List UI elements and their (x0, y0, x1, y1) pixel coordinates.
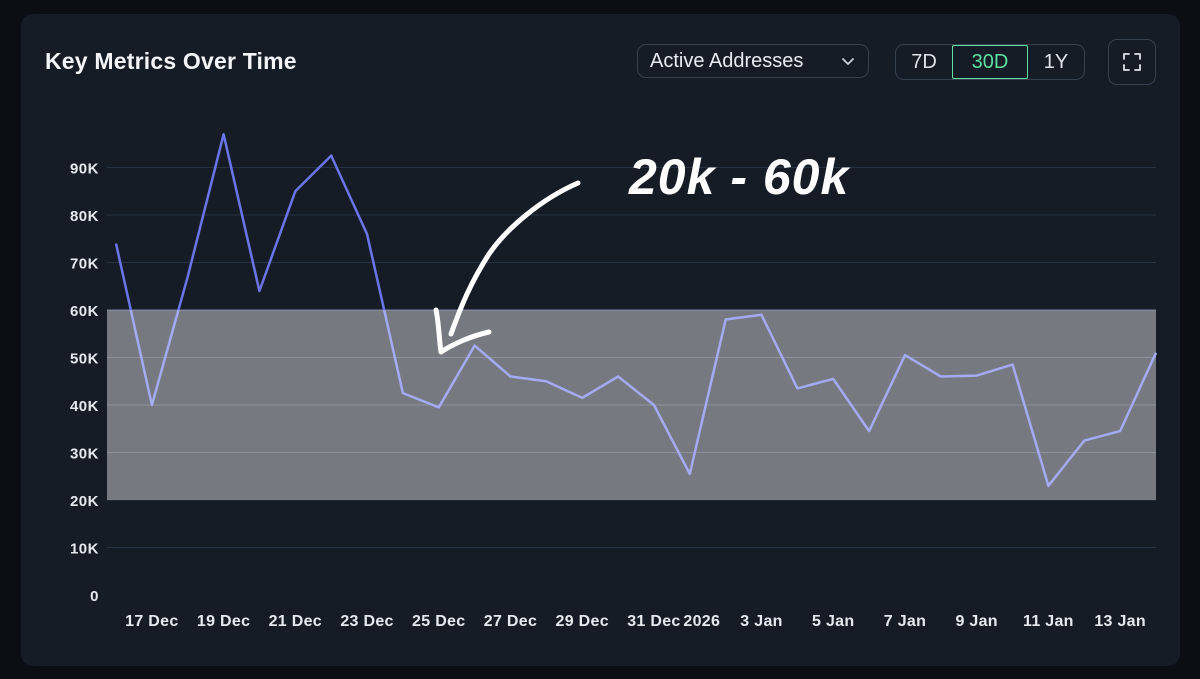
data-point (580, 396, 584, 400)
range-1y-button[interactable]: 1Y (1043, 50, 1069, 73)
metric-select-value: Active Addresses (650, 49, 804, 72)
x-tick-label: 29 Dec (556, 613, 609, 630)
fullscreen-button[interactable] (1108, 39, 1156, 85)
x-tick-label: 25 Dec (412, 613, 465, 630)
x-tick-label: 21 Dec (269, 613, 322, 630)
data-point (760, 313, 764, 317)
data-point (437, 405, 441, 409)
x-tick-label: 19 Dec (197, 613, 250, 630)
data-point (114, 242, 118, 246)
data-point (1118, 429, 1122, 433)
x-tick-label: 13 Jan (1094, 613, 1146, 630)
data-point (867, 429, 871, 433)
data-point (939, 375, 943, 379)
y-tick-label: 50K (70, 351, 99, 368)
data-point (975, 374, 979, 378)
data-point (1154, 351, 1158, 355)
data-point (150, 403, 154, 407)
data-point (365, 232, 369, 236)
metric-select[interactable]: Active Addresses (637, 44, 869, 78)
y-tick-label: 70K (70, 256, 99, 273)
card-title: Key Metrics Over Time (45, 48, 297, 74)
series-line-upper (114, 133, 386, 310)
x-tick-label: 23 Dec (340, 613, 393, 630)
data-point (473, 344, 477, 348)
data-point (508, 375, 512, 379)
range-30d-button[interactable]: 30D (952, 45, 1028, 79)
y-tick-label: 60K (70, 303, 99, 320)
hand-drawn-arrow-icon (433, 180, 581, 355)
y-tick-label: 30K (70, 446, 99, 463)
y-tick-label: 0 (90, 588, 99, 605)
expand-icon (1123, 53, 1141, 71)
data-point (293, 189, 297, 193)
data-point (616, 375, 620, 379)
data-point (688, 472, 692, 476)
range-7d-button[interactable]: 7D (911, 50, 937, 73)
x-tick-label: 3 Jan (740, 613, 782, 630)
y-tick-label: 20K (70, 493, 99, 510)
data-point (903, 353, 907, 357)
chart-area: 0 10K 20K 30K 40K 50K 60K 70K 80K 90K 17 Dec 19 Dec… (70, 132, 1158, 630)
data-point (724, 318, 728, 322)
data-point (831, 377, 835, 381)
x-tick-label: 9 Jan (955, 613, 997, 630)
series-line-lower (129, 310, 1158, 488)
data-point (186, 275, 190, 279)
x-tick-label: 7 Jan (884, 613, 926, 630)
x-tick-label: 17 Dec (125, 613, 178, 630)
x-tick-label: 5 Jan (812, 613, 854, 630)
chevron-down-icon (842, 58, 854, 65)
time-range-toggle: 7D 30D 1Y (895, 44, 1085, 80)
data-point (329, 154, 333, 158)
data-point (795, 386, 799, 390)
y-tick-label: 80K (70, 208, 99, 225)
data-point (257, 289, 261, 293)
x-tick-label: 2026 (683, 613, 720, 630)
data-point (1011, 363, 1015, 367)
data-point (1046, 484, 1050, 488)
x-tick-label: 27 Dec (484, 613, 537, 630)
data-point (544, 379, 548, 383)
data-point (652, 403, 656, 407)
data-point (222, 132, 226, 136)
metrics-card: 0 10K 20K 30K 40K 50K 60K 70K 80K 90K 17 Dec 19 Dec… (21, 14, 1180, 666)
data-point (1082, 439, 1086, 443)
annotation-text: 20k - 60k (629, 149, 850, 205)
x-tick-label: 31 Dec (627, 613, 680, 630)
x-tick-label: 11 Jan (1023, 613, 1074, 630)
data-point (401, 391, 405, 395)
y-tick-label: 90K (70, 161, 99, 178)
y-tick-label: 10K (70, 541, 99, 558)
y-tick-label: 40K (70, 398, 99, 415)
